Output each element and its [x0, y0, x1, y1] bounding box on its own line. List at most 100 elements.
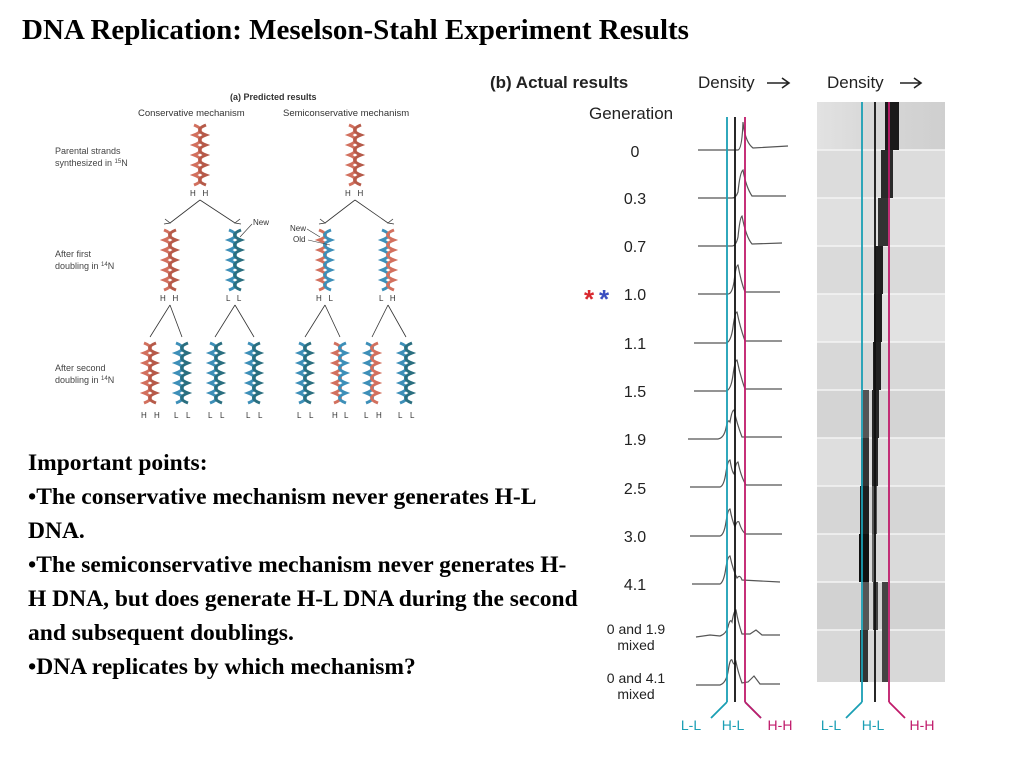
cons-gen2-strand: L [258, 411, 263, 420]
density-curves [688, 121, 789, 686]
row2-label-line2: doubling in 14N [55, 261, 114, 271]
cons-gen2-strand: L [208, 411, 213, 420]
cons-parent-strands: H H [190, 189, 208, 198]
new-label: New [253, 218, 269, 227]
semi-gen1-helix-lh [380, 228, 396, 292]
cons-branch-lines [169, 199, 236, 224]
mixed-label: mixed [617, 637, 654, 653]
bottom-label-hh-bands: H-H [910, 717, 935, 733]
cons-gen2-strand: H [141, 411, 147, 420]
generation-label: 0 [631, 144, 640, 161]
predicted-results-diagram: (a) Predicted results Conservative mecha… [55, 92, 415, 420]
generation-label: 1.1 [624, 336, 646, 353]
cons-gen2-helix-4 [246, 341, 262, 405]
row2-label-line1: After first [55, 249, 92, 259]
bottom-label-ll: L-L [681, 717, 701, 733]
semi-gen2-strand: H [376, 411, 382, 420]
curve-mixed-4.1 [696, 659, 780, 686]
semi-gen1-helix-hl [317, 228, 333, 292]
generation-label: 4.1 [624, 577, 646, 594]
band-photographs [817, 102, 945, 682]
semi-gen2-strand: L [297, 411, 302, 420]
curve-gen-1.1 [694, 311, 782, 344]
bottom-label-hl: H-L [722, 717, 745, 733]
slide-title: DNA Replication: Meselson-Stahl Experime… [22, 14, 689, 46]
generation-label: 2.5 [624, 481, 646, 498]
bottom-label-hh: H-H [768, 717, 793, 733]
cons-gen2-strand: L [186, 411, 191, 420]
semi-gen2-strand: L [410, 411, 415, 420]
generation-label: 0.7 [624, 239, 646, 256]
generation-label: 1.9 [624, 432, 646, 449]
actual-results-panel: (b) Actual results Density Density Gener… [490, 73, 945, 733]
generation-label: 3.0 [624, 529, 646, 546]
semi-gen2-strand: L [309, 411, 314, 420]
curve-gen-3.0 [690, 508, 782, 537]
row3-label-line2: doubling in 14N [55, 375, 114, 385]
red-star-marker: * [584, 284, 595, 314]
semi-gen2-helix-1 [297, 341, 313, 405]
row1-label-line1: Parental strands [55, 146, 121, 156]
semi-gen2-strand: L [398, 411, 403, 420]
cons-gen2-strand: L [246, 411, 251, 420]
density-arrow-icon [767, 77, 791, 89]
cons-parent-helix [192, 123, 208, 187]
actual-heading: (b) Actual results [490, 73, 628, 92]
bullet-point: •DNA replicates by which mechanism? [28, 654, 416, 680]
semi-branch-lines [324, 199, 389, 224]
semi-gen1-strands-a: H L [316, 294, 333, 303]
new-label-semi: New [290, 224, 306, 233]
density-label-bands: Density [827, 73, 884, 92]
generation-label-mixed: 0 and 1.9 [607, 621, 666, 637]
important-points-header: Important points: [28, 450, 208, 476]
curve-gen-1.5 [694, 359, 782, 392]
predicted-heading: (a) Predicted results [230, 92, 317, 102]
density-arrow-icon [900, 77, 923, 89]
density-label-curves: Density [698, 73, 755, 92]
important-points: Important points: •The conservative mech… [28, 446, 578, 684]
curve-gen-1.0 [698, 264, 780, 295]
semiconservative-label: Semiconservative mechanism [283, 108, 409, 119]
semi-parent-strands: H H [345, 189, 363, 198]
cons-gen1-helix-ll [227, 228, 243, 292]
generation-label: 1.5 [624, 384, 646, 401]
bottom-label-ll-bands: L-L [821, 717, 841, 733]
blue-star-marker: * [599, 284, 610, 314]
bullet-point: •The semiconservative mechanism never ge… [28, 552, 578, 646]
mixed-label: mixed [617, 686, 654, 702]
semi-gen2-strand: L [364, 411, 369, 420]
cons-gen2-strand: H [154, 411, 160, 420]
semi-gen2-helix-2 [332, 341, 348, 405]
cons-gen2-helix-2 [174, 341, 190, 405]
semi-gen2-strand: H [332, 411, 338, 420]
semi-gen2-strand: L [344, 411, 349, 420]
row3-label-line1: After second [55, 363, 106, 373]
cons-gen2-strand: L [174, 411, 179, 420]
curve-gen-0 [698, 121, 789, 151]
cons-gen2-strand: L [220, 411, 225, 420]
semi-gen2-helix-4 [398, 341, 414, 405]
cons-gen1-helix-hh [162, 228, 178, 292]
cons-gen2-helix-3 [208, 341, 224, 405]
curve-gen-0.7 [698, 215, 783, 247]
row1-label-line2: synthesized in 15N [55, 158, 128, 168]
curve-gen-0.3 [698, 168, 786, 199]
generation-label: 0.3 [624, 191, 646, 208]
curve-gen-2.5 [690, 459, 782, 488]
cons-gen1-strands-b: L L [226, 294, 242, 303]
cons-gen1-strands-a: H H [160, 294, 178, 303]
semi-parent-helix [347, 123, 363, 187]
generation-header: Generation [589, 104, 673, 123]
curve-mixed-1.9 [695, 609, 780, 638]
conservative-label: Conservative mechanism [138, 108, 245, 119]
generation-label-mixed: 0 and 4.1 [607, 670, 666, 686]
semi-gen1-strands-b: L H [379, 294, 396, 303]
old-label: Old [293, 235, 305, 244]
generation-label: 1.0 [624, 287, 646, 304]
curve-gen-1.9 [688, 409, 782, 440]
cons-gen2-helix-1 [142, 341, 158, 405]
bottom-label-hl-bands: H-L [862, 717, 885, 733]
gen2-branch-lines [149, 304, 407, 338]
bullet-point: •The conservative mechanism never genera… [28, 484, 536, 544]
curve-gen-4.1 [692, 555, 781, 585]
